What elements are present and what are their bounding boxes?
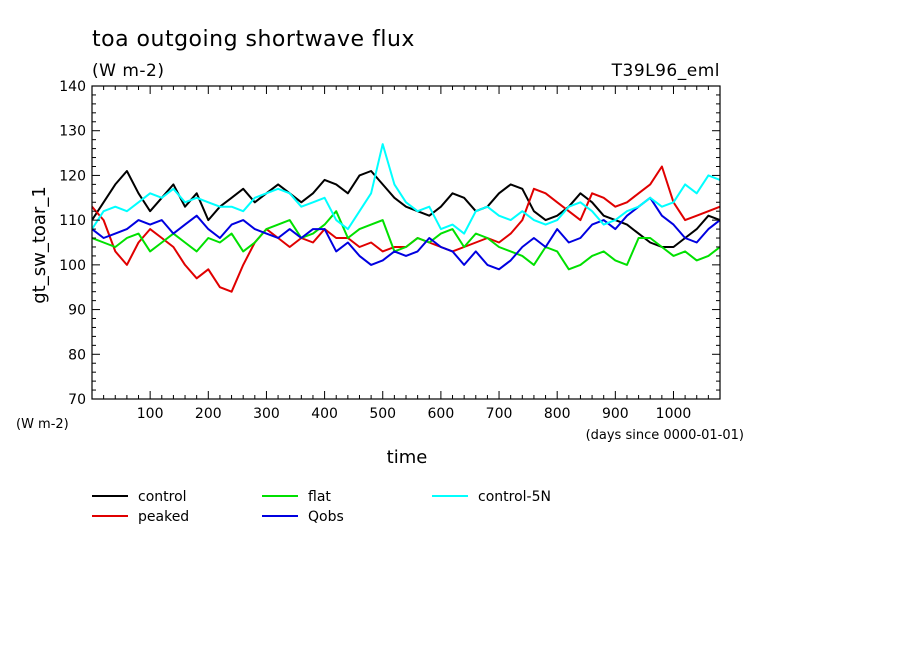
y-tick-label: 100 [59,258,86,274]
x-axis-label: time [387,447,428,468]
x-tick-label: 700 [486,406,513,422]
x-tick-label: 1000 [656,406,692,422]
legend-label: Qobs [308,509,344,525]
x-tick-label: 300 [253,406,280,422]
chart-units: (W m-2) [92,61,165,81]
y-tick-label: 80 [68,347,86,363]
series-flat [92,210,720,271]
series-qobs [92,196,720,271]
y-tick-label: 130 [59,124,86,140]
y-tick-label: 120 [59,168,86,184]
series-lines [92,143,720,293]
x-axis-units: (days since 0000-01-01) [586,428,744,443]
y-axis-label: gt_sw_toar_1 [29,186,50,304]
y-tick-label: 70 [68,392,86,408]
plot-area [91,85,721,400]
legend: control peaked flat Qobs control-5N [92,489,551,525]
x-tick-labels: 100 200 300 400 500 600 700 800 900 1000 [137,406,692,422]
y-tick-label: 140 [59,79,86,95]
x-tick-label: 600 [428,406,455,422]
x-tick-label: 500 [369,406,396,422]
y-tick-label: 110 [59,213,86,229]
chart-title: toa outgoing shortwave flux [92,27,415,52]
legend-label: control-5N [478,489,551,505]
x-tick-label: 100 [137,406,164,422]
y-tick-label: 90 [68,303,86,319]
legend-label: peaked [138,509,189,525]
series-peaked [92,165,720,293]
series-control [92,170,720,248]
legend-label: flat [308,489,331,505]
series-control-5n [92,143,720,235]
x-tick-label: 400 [311,406,338,422]
experiment-label: T39L96_eml [611,61,720,81]
y-tick-labels: 70 80 90 100 110 120 130 140 [59,79,86,408]
legend-label: control [138,489,187,505]
x-tick-label: 800 [544,406,571,422]
x-tick-label: 900 [602,406,629,422]
y-axis-units: (W m-2) [16,417,69,432]
x-tick-label: 200 [195,406,222,422]
